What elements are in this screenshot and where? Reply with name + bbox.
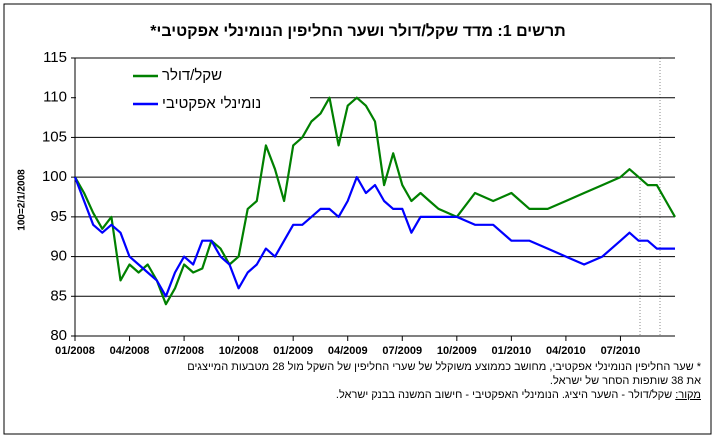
note: את 38 שותפות הסחר של ישראל. [549,375,701,387]
y-tick-label: 85 [50,287,67,304]
note: * שער החליפין הנומינלי אפקטיבי, מחושב כמ… [187,361,701,373]
legend-label: נומינלי אפקטיבי [162,95,261,112]
source-text: שקל/דולר - השער היציג. הנומינלי האפקטיבי… [335,389,676,401]
y-tick-label: 110 [43,89,67,106]
x-tick-label: 04/2008 [110,345,150,357]
x-tick-label: 01/2008 [55,345,95,357]
x-tick-label: 01/2009 [273,345,313,357]
y-tick-label: 100 [42,168,67,185]
y-axis-label: 100=2/1/2008 [17,169,28,231]
source-label: מקור: [675,389,701,401]
chart-title: תרשים 1: מדד שקל/דולר ושער החליפין הנומי… [150,22,565,40]
frame [3,3,712,435]
x-tick-label: 04/2010 [546,345,586,357]
x-tick-label: 04/2009 [328,345,368,357]
notes: * שער החליפין הנומינלי אפקטיבי, מחושב כמ… [21,360,701,402]
x-tick-label: 10/2008 [219,345,259,357]
x-tick-label: 10/2009 [437,345,477,357]
x-tick-label: 07/2009 [382,345,422,357]
source: מקור: שקל/דולר - השער היציג. הנומינלי הא… [21,388,701,402]
x-tick-label: 07/2010 [601,345,641,357]
legend-box [76,59,310,119]
x-tick-label: 07/2008 [164,345,204,357]
y-tick-label: 115 [43,49,67,66]
x-tick-label: 01/2010 [491,345,531,357]
series-line [73,176,675,298]
y-tick-label: 80 [50,327,67,344]
legend-label: שקל/דולר [162,67,222,84]
y-tick-label: 105 [42,128,67,145]
y-tick-label: 90 [50,248,67,265]
y-tick-label: 95 [50,208,67,225]
series-line [74,96,676,306]
